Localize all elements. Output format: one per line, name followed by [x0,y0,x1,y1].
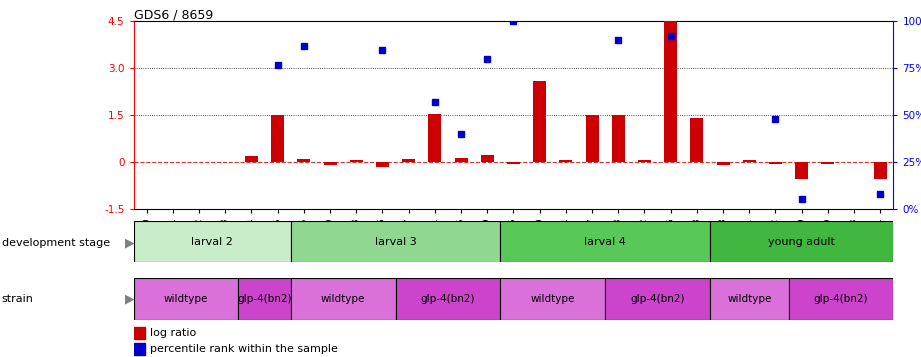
Bar [822,162,834,164]
Text: percentile rank within the sample: percentile rank within the sample [149,344,337,354]
Text: ▶: ▶ [125,293,134,306]
Bar [323,162,336,165]
Bar [710,221,893,262]
Bar [428,114,441,162]
Bar [612,115,624,162]
Text: strain: strain [2,294,34,304]
Bar [742,160,756,162]
Text: log ratio: log ratio [149,328,196,338]
Bar [507,162,520,164]
Bar [533,81,546,162]
Bar [402,159,415,162]
Bar [291,221,500,262]
Text: glp-4(bn2): glp-4(bn2) [421,294,475,304]
Bar [586,115,599,162]
Bar [795,162,809,179]
Bar [500,278,605,320]
Text: larval 2: larval 2 [192,237,233,247]
Text: wildtype: wildtype [727,294,772,304]
Text: development stage: development stage [2,238,110,248]
Text: glp-4(bn2): glp-4(bn2) [238,294,292,304]
Bar [239,278,291,320]
Text: GDS6 / 8659: GDS6 / 8659 [134,9,213,21]
Bar [134,343,145,356]
Text: glp-4(bn2): glp-4(bn2) [814,294,869,304]
Bar [134,278,239,320]
Bar [605,278,710,320]
Bar [271,115,285,162]
Text: young adult: young adult [768,237,835,247]
Text: wildtype: wildtype [530,294,575,304]
Text: wildtype: wildtype [321,294,366,304]
Text: larval 3: larval 3 [375,237,416,247]
Bar [500,221,710,262]
Bar [134,327,145,339]
Text: glp-4(bn2): glp-4(bn2) [630,294,685,304]
Bar [788,278,893,320]
Bar [454,158,468,162]
Text: larval 4: larval 4 [584,237,626,247]
Bar [710,278,788,320]
Bar [691,118,704,162]
Bar [874,162,887,179]
Bar [481,155,494,162]
Bar [395,278,500,320]
Bar [350,160,363,162]
Bar [291,278,395,320]
Bar [638,160,651,162]
Bar [769,162,782,164]
Text: ▶: ▶ [125,236,134,249]
Bar [664,21,677,162]
Bar [134,221,291,262]
Bar [376,162,389,167]
Bar [559,160,573,162]
Text: wildtype: wildtype [164,294,208,304]
Bar [245,156,258,162]
Bar [297,159,310,162]
Bar [717,162,729,165]
